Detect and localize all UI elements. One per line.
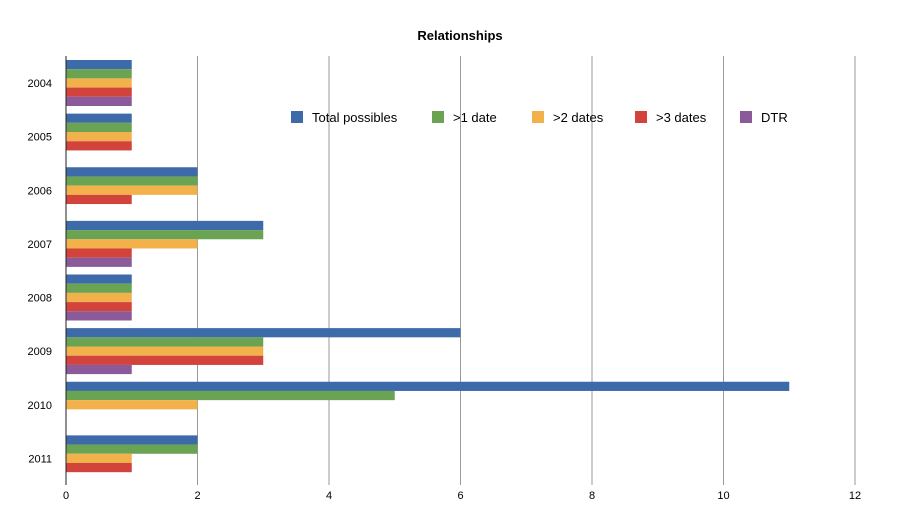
y-tick-label: 2005	[28, 132, 52, 144]
bar	[66, 444, 198, 454]
y-tick-label: 2008	[28, 293, 52, 305]
bar	[66, 185, 198, 195]
bars	[66, 60, 790, 473]
y-tick-label: 2004	[28, 78, 52, 90]
bar	[66, 230, 264, 240]
bar	[66, 220, 264, 231]
bar	[66, 355, 264, 365]
legend: Total possibles >1 date >2 dates >3 dates DT…	[291, 110, 788, 125]
legend-swatch	[635, 111, 647, 123]
y-tick-label: 2010	[28, 400, 52, 412]
y-tick-label: 2006	[28, 185, 52, 197]
bar	[66, 78, 132, 88]
legend-label: Total possibles	[312, 110, 398, 125]
bar	[66, 122, 132, 133]
bar	[66, 248, 132, 258]
bar	[66, 283, 132, 293]
bar	[66, 141, 132, 151]
bar	[66, 400, 198, 410]
bar	[66, 239, 198, 249]
grid	[197, 56, 856, 485]
bar	[66, 381, 790, 391]
chart-title: Relationships	[417, 28, 502, 43]
legend-swatch	[740, 111, 752, 123]
bar	[66, 274, 132, 284]
bar	[66, 328, 461, 338]
legend-label: >3 dates	[656, 110, 707, 125]
bar	[66, 176, 198, 186]
x-tick-label: 10	[717, 490, 729, 502]
bar	[66, 302, 132, 312]
bar	[66, 453, 132, 463]
x-tick-label: 8	[589, 490, 595, 502]
bar	[66, 87, 132, 97]
bar	[66, 364, 132, 375]
x-tick-label: 12	[849, 490, 861, 502]
bar	[66, 257, 132, 267]
bar	[66, 113, 132, 123]
legend-label: >1 date	[453, 110, 497, 125]
x-tick-labels: 0 2 4 6 8 10 12	[63, 490, 861, 502]
legend-swatch	[432, 111, 444, 123]
bar	[66, 69, 132, 79]
legend-label: DTR	[761, 110, 788, 125]
bar	[66, 435, 198, 445]
bar	[66, 132, 132, 142]
y-tick-label: 2009	[28, 346, 52, 358]
bar	[66, 390, 395, 401]
legend-swatch	[291, 111, 303, 123]
bar	[66, 96, 132, 106]
bar	[66, 167, 198, 177]
bar	[66, 311, 132, 321]
legend-swatch	[532, 111, 544, 123]
y-tick-label: 2007	[28, 239, 52, 251]
x-tick-label: 6	[457, 490, 463, 502]
y-tick-labels: 2004 2005 2006 2007 2008 2009 2010 2011	[28, 78, 52, 465]
x-tick-label: 0	[63, 490, 69, 502]
x-tick-label: 4	[326, 490, 332, 502]
y-tick-label: 2011	[28, 453, 52, 465]
legend-label: >2 dates	[553, 110, 604, 125]
bar	[66, 194, 132, 205]
bar	[66, 60, 132, 70]
bar	[66, 462, 132, 473]
bar	[66, 346, 264, 356]
x-tick-label: 2	[194, 490, 200, 502]
bar	[66, 292, 132, 303]
bar	[66, 337, 264, 347]
